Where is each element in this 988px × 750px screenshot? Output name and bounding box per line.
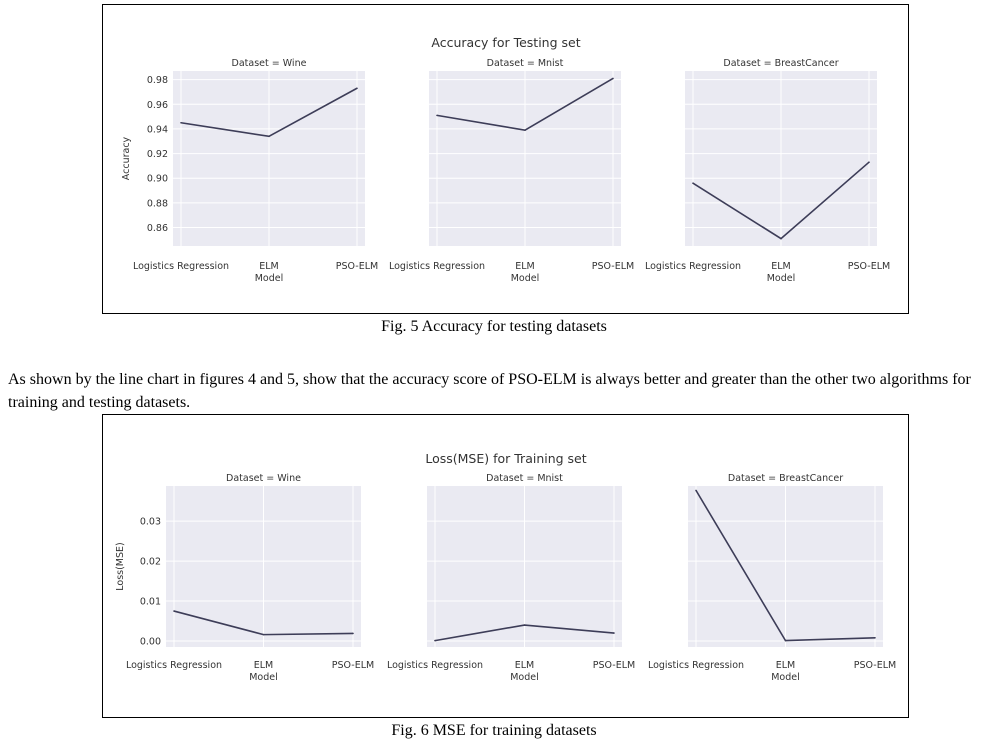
data-point xyxy=(612,77,614,80)
panel-title: Dataset = Wine xyxy=(232,58,307,69)
y-tick-label: 0.92 xyxy=(147,149,168,160)
x-tick-label: ELM xyxy=(515,660,535,671)
data-point xyxy=(436,114,438,117)
x-tick-label: PSO-ELM xyxy=(332,660,374,671)
x-axis-label: Model xyxy=(511,273,540,284)
data-point xyxy=(868,161,870,163)
data-point xyxy=(268,135,270,138)
y-tick-label: 0.03 xyxy=(140,517,161,528)
y-axis-label: Loss(MSE) xyxy=(115,542,126,590)
panel-title: Dataset = BreastCancer xyxy=(728,473,843,484)
accuracy-chart: Accuracy for Testing set Accuracy 0.86 0.88… xyxy=(121,35,890,284)
data-point xyxy=(523,624,526,626)
x-axis-label: Model xyxy=(249,672,278,683)
data-point xyxy=(434,639,436,642)
chart-title: Accuracy for Testing set xyxy=(431,35,580,50)
x-tick-label: Logistics Regression xyxy=(133,261,229,272)
panel-title: Dataset = BreastCancer xyxy=(723,58,838,69)
x-tick-label: Logistics Regression xyxy=(126,660,222,671)
x-tick-label: Logistics Regression xyxy=(648,660,744,671)
x-tick-label: Logistics Regression xyxy=(389,261,485,272)
data-point xyxy=(180,121,182,124)
panel-title: Dataset = Mnist xyxy=(487,58,564,69)
x-axis-label: Model xyxy=(767,273,796,284)
x-tick-label: ELM xyxy=(515,261,535,272)
x-tick-label: PSO-ELM xyxy=(854,660,896,671)
y-tick-label: 0.90 xyxy=(147,174,168,185)
x-tick-label: PSO-ELM xyxy=(848,261,890,272)
x-tick-label: Logistics Regression xyxy=(645,261,741,272)
panel-title: Dataset = Wine xyxy=(226,473,301,484)
x-axis-label: Model xyxy=(771,672,800,683)
x-tick-label: ELM xyxy=(771,261,791,272)
data-point xyxy=(352,632,354,635)
x-tick-label: ELM xyxy=(776,660,796,671)
data-point xyxy=(524,129,526,131)
body-paragraph: As shown by the line chart in figures 4 … xyxy=(8,371,971,411)
y-tick-label: 0.98 xyxy=(147,75,168,86)
x-axis-label: Model xyxy=(255,273,284,284)
y-tick-label: 0.01 xyxy=(140,597,161,608)
x-tick-label: PSO-ELM xyxy=(336,261,378,272)
y-tick-label: 0.88 xyxy=(147,198,168,209)
x-tick-label: Logistics Regression xyxy=(387,660,483,671)
data-point xyxy=(613,632,615,634)
data-point xyxy=(173,610,175,612)
x-tick-label: PSO-ELM xyxy=(592,261,634,272)
y-tick-label: 0.86 xyxy=(147,223,168,234)
panel-title: Dataset = Mnist xyxy=(486,473,563,484)
data-point xyxy=(784,639,787,642)
mse-chart: Loss(MSE) for Training set Loss(MSE) 0.00 0… xyxy=(115,451,896,683)
data-point xyxy=(692,182,694,184)
y-tick-label: 0.02 xyxy=(140,557,161,568)
figure-6: Loss(MSE) for Training set Loss(MSE) 0.00 0… xyxy=(102,414,909,718)
x-tick-label: ELM xyxy=(254,660,274,671)
data-point xyxy=(780,237,782,240)
data-point xyxy=(262,633,265,636)
figure-6-caption: Fig. 6 MSE for training datasets xyxy=(391,722,597,739)
y-tick-label: 0.94 xyxy=(147,124,168,135)
data-point xyxy=(874,637,876,639)
y-tick-label: 0.00 xyxy=(140,637,161,648)
data-point xyxy=(695,489,697,492)
y-tick-label: 0.96 xyxy=(147,100,168,111)
x-tick-label: PSO-ELM xyxy=(593,660,635,671)
x-tick-label: ELM xyxy=(259,261,279,272)
x-axis-label: Model xyxy=(510,672,539,683)
y-axis-label: Accuracy xyxy=(121,136,132,180)
chart-title: Loss(MSE) for Training set xyxy=(425,451,586,466)
data-point xyxy=(356,87,358,90)
figure-5-caption: Fig. 5 Accuracy for testing datasets xyxy=(381,318,607,335)
figure-5: Accuracy for Testing set Accuracy 0.86 0.88… xyxy=(102,4,909,314)
